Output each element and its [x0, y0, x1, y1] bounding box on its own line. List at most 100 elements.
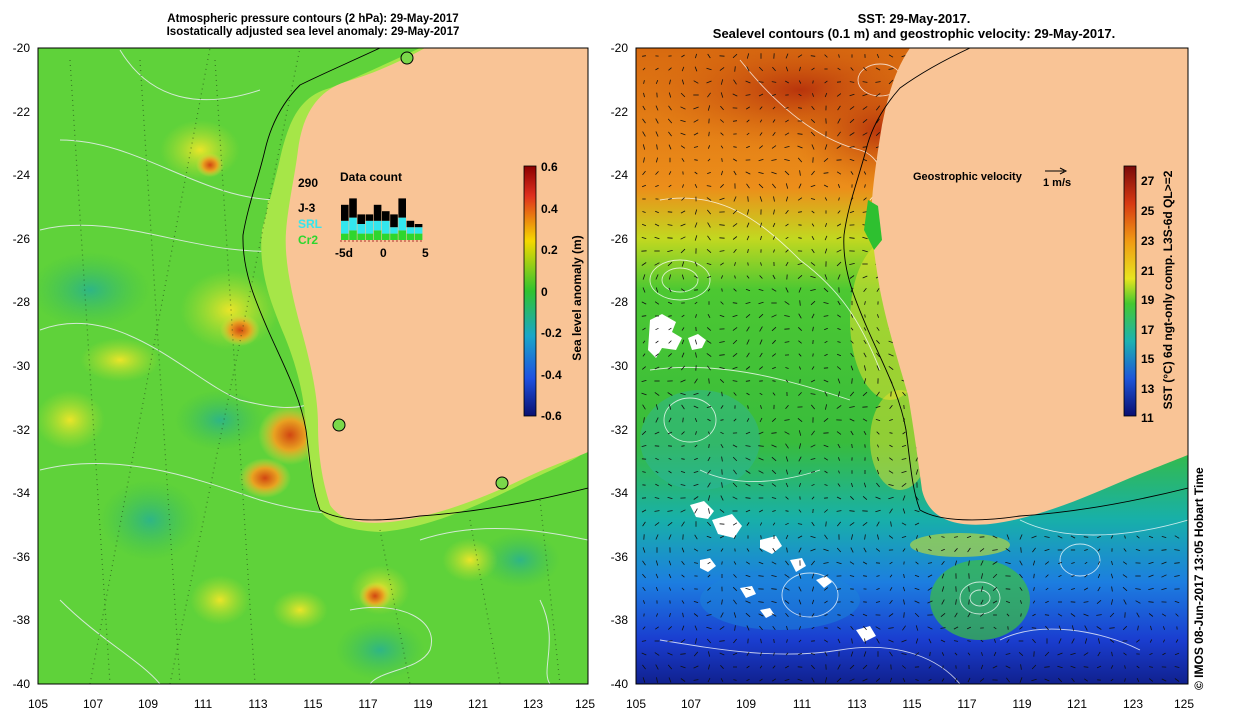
velocity-arrow: [810, 262, 816, 266]
velocity-arrow: [875, 81, 881, 83]
velocity-arrow: [746, 548, 750, 552]
velocity-arrow: [654, 510, 660, 512]
velocity-arrow: [758, 483, 764, 487]
velocity-arrow: [1096, 614, 1102, 616]
velocity-arrow: [694, 235, 698, 241]
velocity-arrow: [746, 66, 750, 72]
velocity-arrow: [838, 197, 840, 201]
velocity-arrow: [798, 639, 802, 643]
velocity-arrow: [654, 497, 660, 499]
velocity-arrow: [668, 417, 672, 423]
velocity-arrow: [903, 599, 905, 605]
velocity-arrow: [1019, 560, 1023, 566]
velocity-arrow: [1018, 652, 1024, 656]
velocity-arrow: [746, 222, 750, 228]
velocity-arrow: [862, 93, 868, 97]
velocity-arrow: [759, 275, 763, 279]
velocity-arrow: [1136, 612, 1140, 618]
velocity-arrow: [681, 66, 685, 72]
velocity-arrow: [1136, 665, 1140, 669]
velocity-arrow: [760, 652, 762, 656]
velocity-arrow: [875, 509, 881, 513]
velocity-arrow: [1044, 561, 1050, 565]
velocity-arrow: [680, 392, 686, 396]
data-count-total: 290: [298, 176, 318, 190]
velocity-arrow: [810, 393, 816, 395]
velocity-arrow: [706, 185, 712, 187]
velocity-arrow: [707, 521, 711, 527]
velocity-arrow: [720, 145, 724, 149]
velocity-arrow: [837, 328, 841, 330]
velocity-arrow: [799, 300, 801, 306]
colorbar-label: SST (°C) 6d ngt-only comp. L3S-6d QL>=2: [1161, 170, 1175, 409]
count-bar-cr2: [382, 233, 390, 240]
velocity-arrow: [1005, 653, 1011, 655]
velocity-arrow: [798, 211, 802, 213]
velocity-arrow: [772, 66, 776, 72]
velocity-arrow: [719, 379, 725, 383]
velocity-arrow: [758, 172, 764, 174]
lon-tick-label: 113: [248, 697, 267, 711]
velocity-arrow: [849, 210, 855, 214]
velocity-arrow: [772, 522, 776, 526]
velocity-arrow: [1161, 613, 1167, 617]
velocity-arrow: [1148, 588, 1154, 590]
velocity-arrow: [708, 431, 710, 435]
velocity-arrow: [785, 53, 789, 59]
velocity-arrow: [1045, 600, 1049, 604]
velocity-arrow: [720, 612, 724, 618]
velocity-arrow: [641, 380, 647, 382]
velocity-arrow: [1084, 549, 1088, 551]
velocity-arrow: [862, 118, 868, 124]
velocity-arrow: [681, 197, 685, 201]
lat-tick-label: -26: [611, 232, 629, 246]
count-bar-cr2: [357, 233, 365, 240]
velocity-arrow: [836, 510, 842, 512]
colorbar-tick: 19: [1141, 293, 1155, 307]
velocity-arrow: [680, 484, 686, 486]
left-land: [285, 48, 588, 523]
velocity-arrow: [668, 67, 672, 71]
velocity-arrow: [721, 482, 723, 488]
count-bar-srl: [382, 220, 390, 234]
lon-tick-label: 109: [138, 697, 158, 711]
velocity-arrow: [784, 301, 790, 305]
velocity-arrow: [1084, 678, 1088, 682]
legend-j3: J-3: [298, 201, 316, 215]
velocity-arrow: [719, 652, 725, 656]
velocity-arrow: [746, 183, 750, 189]
velocity-arrow: [680, 471, 686, 473]
velocity-arrow: [1045, 625, 1049, 631]
velocity-arrow: [771, 456, 777, 462]
velocity-arrow: [849, 664, 855, 670]
lat-tick-label: -32: [611, 423, 629, 437]
velocity-arrow: [1149, 653, 1153, 655]
velocity-arrow: [706, 549, 712, 551]
velocity-arrow: [786, 469, 788, 475]
velocity-arrow: [772, 93, 776, 97]
velocity-arrow: [797, 133, 803, 135]
velocity-arrow: [1109, 612, 1115, 618]
velocity-arrow: [758, 470, 764, 474]
velocity-arrow: [682, 184, 684, 188]
count-bar-cr2: [414, 233, 423, 240]
velocity-arrow: [824, 509, 828, 513]
velocity-arrow: [837, 274, 841, 280]
velocity-arrow: [994, 639, 996, 643]
velocity-arrow: [667, 118, 673, 124]
velocity-arrow: [681, 274, 685, 280]
velocity-arrow: [798, 469, 802, 475]
velocity-arrow: [1174, 678, 1180, 682]
velocity-arrow: [785, 612, 789, 618]
velocity-arrow: [745, 612, 751, 618]
velocity-arrow: [771, 588, 777, 590]
velocity-arrow: [836, 431, 842, 435]
velocity-arrow: [707, 314, 711, 318]
velocity-arrow: [888, 484, 894, 486]
velocity-arrow: [810, 404, 816, 410]
velocity-arrow: [654, 236, 660, 240]
count-bar-j3: [349, 198, 357, 218]
velocity-arrow: [864, 184, 866, 188]
velocity-arrow: [836, 677, 842, 683]
velocity-arrow: [823, 379, 829, 383]
